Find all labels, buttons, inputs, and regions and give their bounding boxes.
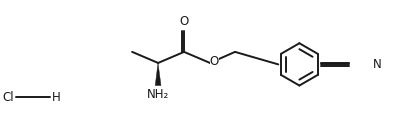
Text: N: N [373,58,381,71]
Text: H: H [51,91,60,104]
Text: O: O [210,55,219,69]
Text: Cl: Cl [2,91,14,104]
Polygon shape [155,63,161,85]
Text: NH₂: NH₂ [147,88,169,101]
Text: O: O [179,15,189,28]
